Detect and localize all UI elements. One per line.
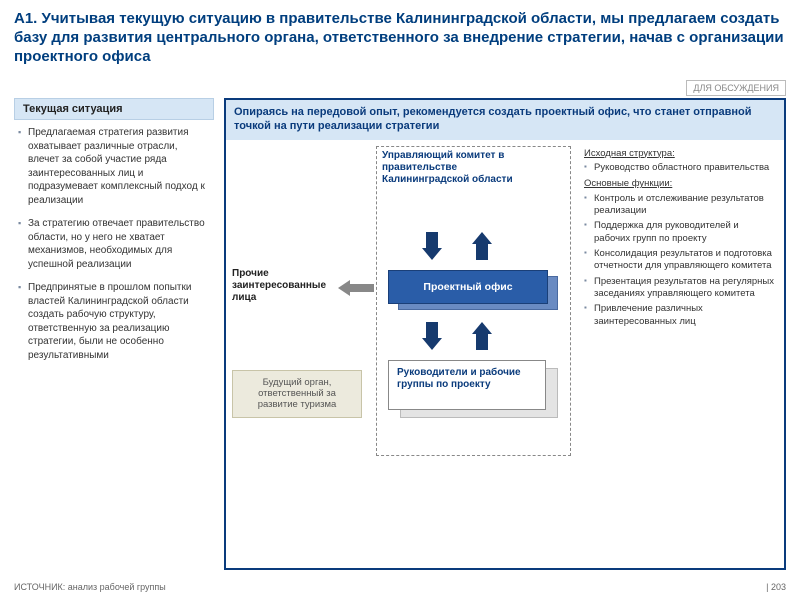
situation-column: Текущая ситуация Предлагаемая стратегия … (14, 98, 214, 570)
situation-body: Предлагаемая стратегия развития охватыва… (14, 120, 214, 362)
struct-label: Исходная структура: (584, 148, 776, 160)
arrow-down-icon (422, 232, 442, 260)
func-item: Контроль и отслеживание результатов реал… (584, 193, 776, 218)
arrow-up-icon (472, 322, 492, 350)
situation-header: Текущая ситуация (14, 98, 214, 120)
office-front: Проектный офис (388, 270, 548, 304)
leaders-box: Руководители и рабочие группы по проекту (388, 360, 558, 418)
project-office-box: Проектный офис (388, 270, 558, 310)
func-item: Консолидация результатов и подготовка от… (584, 248, 776, 273)
content-area: Текущая ситуация Предлагаемая стратегия … (14, 98, 786, 570)
future-body-box: Будущий орган, ответственный за развитие… (232, 370, 362, 418)
struct-item: Руководство областного правительства (584, 162, 776, 174)
source-label: ИСТОЧНИК: анализ рабочей группы (14, 582, 166, 592)
arrow-left-icon (338, 280, 374, 296)
arrow-up-icon (472, 232, 492, 260)
page-number: | 203 (766, 582, 786, 592)
func-item: Поддержка для руководителей и рабочих гр… (584, 220, 776, 245)
slide-title: А1. Учитывая текущую ситуацию в правител… (0, 0, 800, 72)
arrow-down-icon (422, 322, 442, 350)
situation-bullet: За стратегию отвечает правительство обла… (18, 217, 210, 271)
main-panel: Опираясь на передовой опыт, рекомендуетс… (224, 98, 786, 570)
main-panel-body: Прочие заинтересованные лица Управляющий… (226, 140, 784, 569)
func-label: Основные функции: (584, 178, 776, 190)
main-panel-header: Опираясь на передовой опыт, рекомендуетс… (226, 100, 784, 140)
situation-bullet: Предпринятые в прошлом попытки властей К… (18, 281, 210, 362)
leaders-front: Руководители и рабочие группы по проекту (388, 360, 546, 410)
discussion-badge: ДЛЯ ОБСУЖДЕНИЯ (686, 80, 786, 96)
situation-bullet: Предлагаемая стратегия развития охватыва… (18, 126, 210, 207)
stakeholders-label: Прочие заинтересованные лица (232, 268, 334, 304)
func-item: Презентация результатов на регулярных за… (584, 276, 776, 301)
func-item: Привлечение различных заинтересованных л… (584, 303, 776, 328)
footer: ИСТОЧНИК: анализ рабочей группы | 203 (14, 582, 786, 592)
committee-label: Управляющий комитет в правительстве Кали… (382, 150, 542, 186)
info-column: Исходная структура: Руководство областно… (584, 148, 776, 332)
